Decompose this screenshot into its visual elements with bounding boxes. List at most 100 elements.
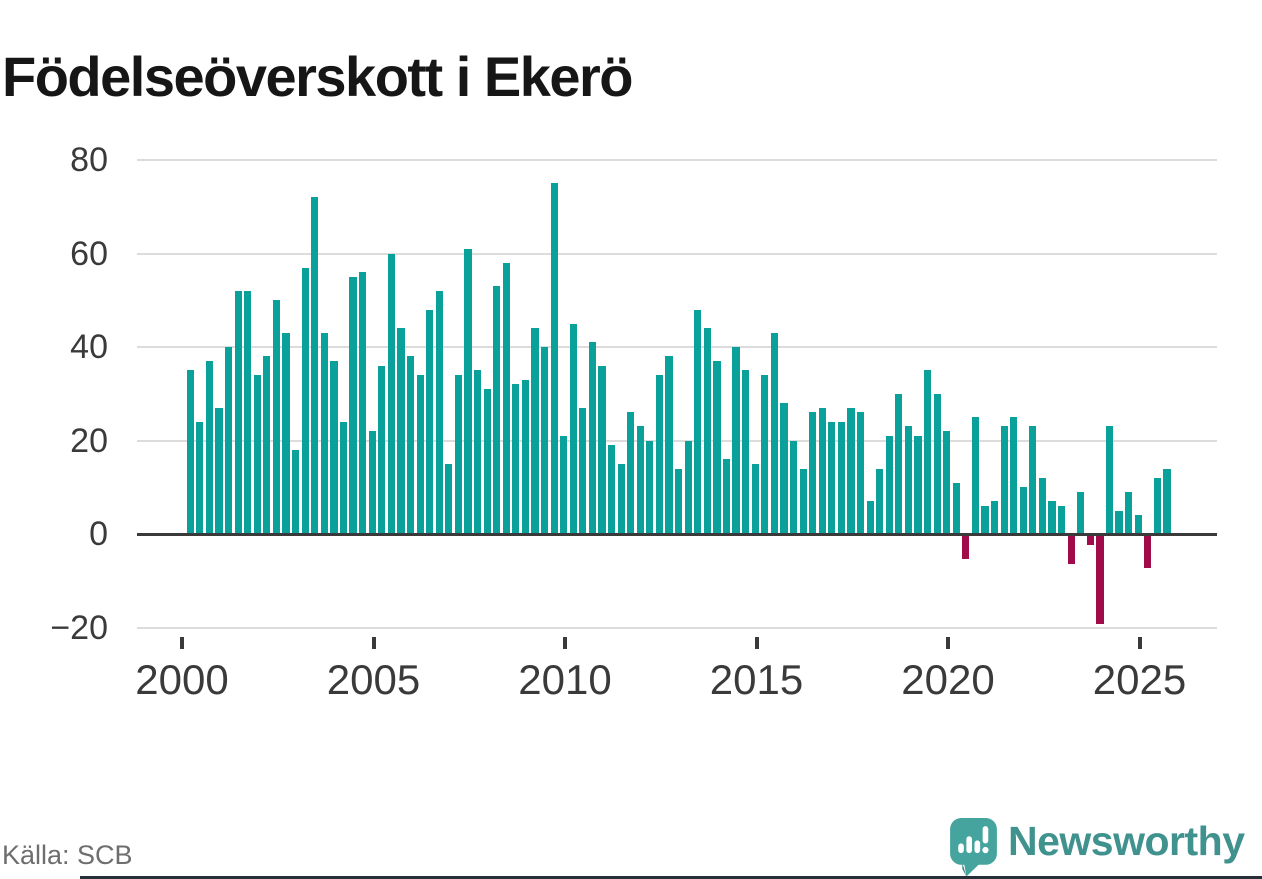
- bar-2017-Q1: [837, 421, 845, 536]
- y-tick-label-60: 60: [70, 234, 108, 273]
- gridline--20: [137, 626, 1217, 629]
- newsworthy-logo[interactable]: Newsworthy: [950, 818, 1262, 879]
- bar-2000-Q4: [215, 407, 223, 536]
- bottom-strip: [80, 876, 1262, 879]
- bar-2004-Q2: [349, 276, 357, 536]
- bar-2019-Q4: [943, 431, 951, 536]
- bar-2015-Q4: [789, 440, 798, 536]
- bar-2022-Q1: [1029, 426, 1037, 536]
- bar-2013-Q3: [703, 328, 711, 536]
- x-tick-2000: [180, 637, 184, 649]
- bar-2006-Q3: [435, 290, 443, 536]
- x-tick-label-2025: 2025: [1092, 656, 1187, 703]
- bar-2016-Q4: [828, 421, 836, 536]
- zero-axis-line: [137, 532, 1217, 536]
- bar-2006-Q4: [445, 463, 453, 536]
- bar-2018-Q1: [876, 468, 884, 536]
- bar-2008-Q2: [502, 262, 510, 536]
- bar-2012-Q3: [665, 356, 673, 536]
- bar-2014-Q2: [732, 347, 740, 536]
- bar-2014-Q1: [722, 459, 731, 536]
- bar-2007-Q4: [483, 389, 491, 536]
- y-tick-label-40: 40: [70, 328, 108, 366]
- bar-2018-Q4: [904, 426, 912, 536]
- bar-2002-Q2: [272, 300, 281, 536]
- bar-2001-Q2: [234, 290, 242, 536]
- bar-2013-Q2: [694, 309, 702, 536]
- bar-2015-Q2: [770, 332, 778, 536]
- bar-2011-Q1: [608, 445, 616, 536]
- bar-2009-Q4: [560, 435, 568, 536]
- bar-2016-Q3: [818, 407, 826, 536]
- bar-2017-Q2: [847, 407, 855, 536]
- bar-2017-Q4: [866, 501, 874, 536]
- bar-2022-Q4: [1058, 505, 1066, 536]
- x-tick-label-2015: 2015: [709, 656, 804, 703]
- bar-2005-Q2: [387, 253, 395, 536]
- bar-2008-Q4: [521, 379, 529, 536]
- bar-2004-Q1: [339, 421, 348, 536]
- y-tick-label-0: 0: [89, 515, 108, 553]
- bar-2019-Q2: [923, 370, 932, 536]
- gridline-60: [137, 252, 1217, 255]
- source-label: Källa: SCB: [2, 840, 133, 870]
- bar-2007-Q2: [464, 248, 472, 536]
- bar-2010-Q3: [588, 342, 597, 536]
- bar-2019-Q3: [933, 393, 941, 536]
- x-tick-label-2020: 2020: [901, 656, 995, 703]
- bar-2005-Q1: [378, 365, 386, 536]
- bar-2025-Q1: [1144, 534, 1152, 569]
- bar-2000-Q2: [196, 421, 204, 536]
- bar-2001-Q1: [225, 347, 233, 536]
- bar-2002-Q3: [282, 332, 290, 536]
- bar-2006-Q2: [426, 309, 434, 536]
- bar-2014-Q4: [751, 463, 759, 536]
- bar-2022-Q2: [1038, 477, 1047, 536]
- bar-2011-Q4: [636, 426, 644, 536]
- bar-2013-Q1: [684, 440, 692, 536]
- bar-2001-Q3: [244, 290, 252, 536]
- newsworthy-logo-icon: [950, 818, 997, 877]
- bar-2024-Q1: [1105, 426, 1114, 536]
- bar-2020-Q2: [962, 534, 970, 559]
- bar-2009-Q1: [531, 328, 539, 536]
- bar-2004-Q4: [368, 431, 376, 536]
- bar-2024-Q4: [1134, 515, 1142, 536]
- bar-2021-Q1: [991, 501, 999, 536]
- bar-2008-Q1: [493, 286, 501, 536]
- bar-2021-Q3: [1010, 417, 1018, 536]
- bar-2006-Q1: [416, 375, 424, 536]
- y-tick-label-80: 80: [70, 141, 108, 179]
- bar-2009-Q2: [540, 347, 549, 536]
- y-tick-label--20: −20: [50, 608, 108, 647]
- x-tick-2015: [754, 637, 759, 649]
- bar-2012-Q4: [675, 468, 683, 536]
- bar-2014-Q3: [742, 370, 750, 536]
- bar-2010-Q1: [569, 323, 577, 536]
- bar-2017-Q3: [856, 412, 865, 536]
- bar-2003-Q1: [301, 267, 309, 536]
- bar-2016-Q2: [809, 412, 817, 536]
- x-tick-label-2000: 2000: [135, 656, 229, 703]
- bar-2009-Q3: [550, 183, 558, 536]
- bar-2011-Q2: [617, 463, 625, 536]
- bar-2007-Q3: [473, 370, 482, 536]
- bar-2012-Q1: [646, 440, 654, 536]
- bar-2003-Q2: [311, 197, 319, 536]
- bar-2008-Q3: [512, 384, 520, 536]
- bar-2001-Q4: [253, 375, 261, 536]
- bar-2024-Q3: [1125, 491, 1133, 536]
- x-tick-2020: [946, 637, 950, 649]
- x-tick-label-2005: 2005: [326, 656, 421, 703]
- bar-2019-Q1: [914, 435, 922, 536]
- bar-2025-Q2: [1153, 477, 1161, 536]
- newsworthy-logo-text: Newsworthy: [1008, 818, 1245, 864]
- y-tick-label-20: 20: [70, 421, 108, 460]
- bar-2002-Q1: [263, 356, 271, 536]
- bar-2022-Q3: [1048, 501, 1056, 536]
- bar-2000-Q1: [186, 370, 194, 536]
- bar-2007-Q1: [454, 375, 462, 536]
- bar-2025-Q3: [1163, 468, 1171, 536]
- bar-2023-Q2: [1077, 491, 1085, 536]
